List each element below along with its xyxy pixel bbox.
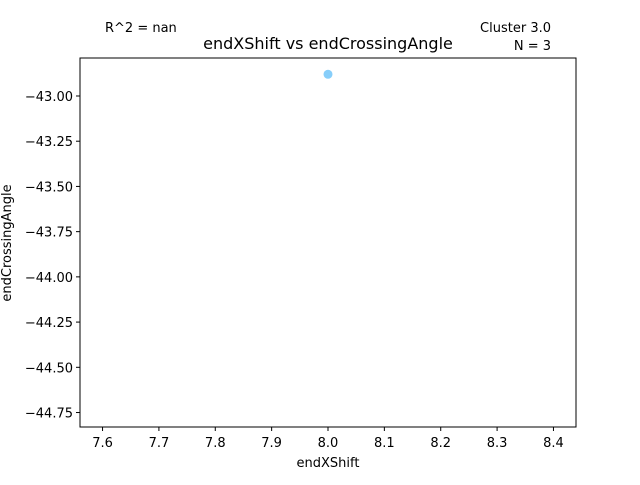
y-tick-label: −44.00 xyxy=(25,271,73,286)
n-annotation: N = 3 xyxy=(514,39,551,54)
y-tick-label: −44.50 xyxy=(25,361,73,376)
r-squared-annotation: R^2 = nan xyxy=(105,21,177,36)
y-tick-label: −44.75 xyxy=(25,407,73,422)
x-axis-label: endXShift xyxy=(297,456,360,471)
chart-title: endXShift vs endCrossingAngle xyxy=(203,34,453,53)
y-tick-label: −44.25 xyxy=(25,316,73,331)
y-axis-label: endCrossingAngle xyxy=(0,184,15,301)
plot-area-frame xyxy=(79,57,577,428)
data-points xyxy=(323,69,333,79)
data-point xyxy=(323,69,333,79)
y-tick-label: −43.25 xyxy=(25,135,73,150)
cluster-annotation: Cluster 3.0 xyxy=(480,21,551,36)
y-tick-label: −43.75 xyxy=(25,226,73,241)
x-tick-label: 8.2 xyxy=(430,436,451,451)
x-tick-label: 7.9 xyxy=(261,436,282,451)
x-tick-label: 8.3 xyxy=(487,436,508,451)
y-axis-ticks: −43.00 −43.25 −43.50 −43.75 −44.00 −44.25 −44.… xyxy=(25,90,80,422)
y-tick-label: −43.50 xyxy=(25,180,73,195)
x-tick-label: 8.0 xyxy=(318,436,339,451)
x-tick-label: 7.7 xyxy=(149,436,170,451)
x-tick-label: 7.8 xyxy=(205,436,226,451)
y-tick-label: −43.00 xyxy=(25,90,73,105)
x-axis-ticks: 7.6 7.7 7.8 7.9 8.0 8.1 8.2 8.3 8.4 xyxy=(92,427,564,451)
x-tick-label: 7.6 xyxy=(92,436,113,451)
x-tick-label: 8.4 xyxy=(543,436,564,451)
x-tick-label: 8.1 xyxy=(374,436,395,451)
